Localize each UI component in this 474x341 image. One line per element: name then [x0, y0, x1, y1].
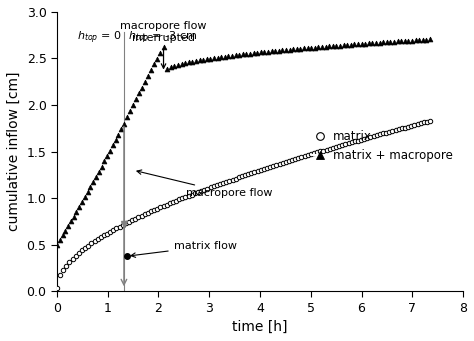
Text: macropore flow
interrupted: macropore flow interrupted — [120, 21, 207, 68]
Text: matrix flow: matrix flow — [131, 241, 237, 257]
Legend: matrix, matrix + macropore: matrix, matrix + macropore — [308, 125, 457, 167]
X-axis label: time [h]: time [h] — [232, 320, 288, 334]
Text: $h_{top}$ = 0: $h_{top}$ = 0 — [77, 30, 121, 46]
Y-axis label: cumulative inflow [cm]: cumulative inflow [cm] — [7, 72, 21, 231]
Text: $h_{top}$ = -3 cm: $h_{top}$ = -3 cm — [128, 30, 197, 46]
Text: macropore flow: macropore flow — [137, 170, 273, 198]
